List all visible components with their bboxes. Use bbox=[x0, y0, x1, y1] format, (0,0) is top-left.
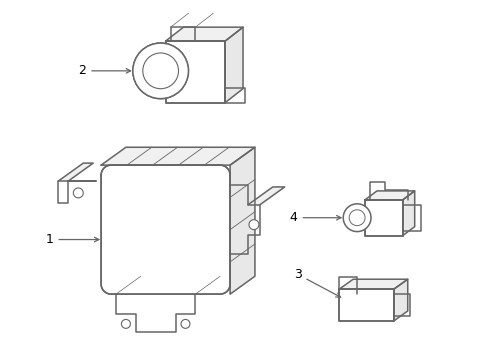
Polygon shape bbox=[394, 279, 408, 321]
Polygon shape bbox=[365, 200, 403, 235]
Circle shape bbox=[133, 43, 189, 99]
Polygon shape bbox=[166, 41, 225, 103]
Polygon shape bbox=[403, 191, 415, 235]
Polygon shape bbox=[225, 27, 243, 103]
Text: 2: 2 bbox=[78, 64, 131, 77]
Polygon shape bbox=[101, 165, 230, 294]
Polygon shape bbox=[101, 147, 255, 165]
Circle shape bbox=[181, 319, 190, 328]
Circle shape bbox=[249, 220, 259, 230]
Circle shape bbox=[349, 210, 365, 226]
Polygon shape bbox=[248, 187, 285, 205]
Text: 1: 1 bbox=[46, 233, 99, 246]
Polygon shape bbox=[339, 289, 394, 321]
Circle shape bbox=[143, 53, 178, 89]
Circle shape bbox=[74, 188, 83, 198]
Polygon shape bbox=[58, 163, 93, 181]
Circle shape bbox=[343, 204, 371, 231]
Polygon shape bbox=[339, 279, 408, 289]
Text: 3: 3 bbox=[294, 268, 341, 297]
Polygon shape bbox=[230, 147, 255, 294]
Circle shape bbox=[143, 53, 178, 89]
Circle shape bbox=[122, 319, 130, 328]
Text: 4: 4 bbox=[290, 211, 341, 224]
Polygon shape bbox=[166, 27, 243, 41]
Polygon shape bbox=[101, 165, 230, 294]
Polygon shape bbox=[365, 191, 415, 200]
Circle shape bbox=[133, 43, 189, 99]
